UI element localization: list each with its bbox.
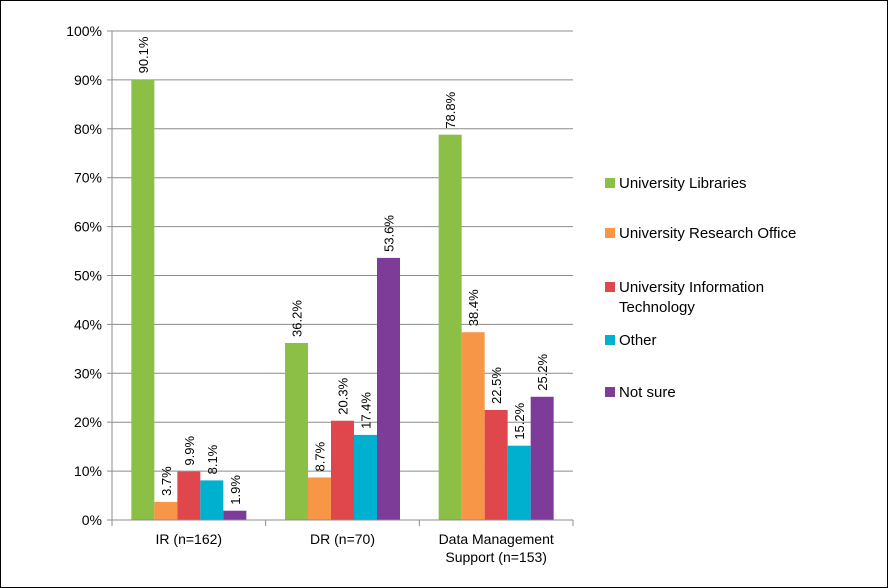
x-category-label: DR (n=70) <box>310 531 375 547</box>
y-tick-label: 40% <box>74 316 102 332</box>
data-label: 17.4% <box>359 392 374 429</box>
legend-swatch <box>605 387 615 397</box>
legend-label: University Libraries <box>619 175 747 192</box>
legend-swatch <box>605 178 615 188</box>
bar <box>131 79 155 520</box>
bar <box>331 420 354 520</box>
data-label: 15.2% <box>512 402 527 439</box>
data-labels: 90.1% 3.7% 9.9% 8.1% 1.9% 36.2% 8.7% 20.3% 17.4%… <box>136 36 550 505</box>
legend: University Libraries University Research … <box>605 175 796 401</box>
y-tick-label: 70% <box>74 170 102 186</box>
data-label: 90.1% <box>136 36 151 73</box>
data-label: 53.6% <box>382 215 397 252</box>
gridlines <box>112 30 573 472</box>
data-label: 36.2% <box>290 300 305 337</box>
bar <box>285 342 308 520</box>
bar <box>354 434 377 520</box>
data-label: 38.4% <box>466 289 481 326</box>
y-tick-label: 20% <box>74 414 102 430</box>
data-label: 1.9% <box>228 475 243 505</box>
bar <box>377 257 400 520</box>
bar <box>461 332 485 520</box>
bar <box>438 134 462 520</box>
y-tick-label: 90% <box>74 72 102 88</box>
legend-swatch <box>605 228 615 238</box>
legend-label: Not sure <box>619 384 676 401</box>
data-label: 22.5% <box>489 367 504 404</box>
data-label: 9.9% <box>182 436 197 466</box>
y-tick-label: 60% <box>74 219 102 235</box>
legend-label: University Information Technology <box>619 279 764 316</box>
y-tick-label: 30% <box>74 365 102 381</box>
y-tick-label: 100% <box>66 23 102 39</box>
y-tick-label: 80% <box>74 121 102 137</box>
axes: 0% 10% 20% 30% 40% 50% 60% 70% 80% 90% 100% IR (n=1… <box>66 23 574 565</box>
data-label: 20.3% <box>336 377 351 414</box>
x-category-label: IR (n=162) <box>156 531 223 547</box>
x-category-label: Data Management Support (n=153) <box>439 531 554 565</box>
bar <box>484 409 508 520</box>
bar <box>223 510 247 520</box>
legend-label: Other <box>619 332 657 349</box>
y-tick-label: 50% <box>74 268 102 284</box>
bar <box>177 471 201 520</box>
y-tick-label: 10% <box>74 463 102 479</box>
bar <box>200 480 224 520</box>
bars <box>131 79 554 520</box>
data-label: 78.8% <box>443 91 458 128</box>
legend-swatch <box>605 282 615 292</box>
bar <box>308 477 331 520</box>
y-tick-label: 0% <box>82 512 102 528</box>
bar <box>154 501 178 520</box>
data-label: 25.2% <box>535 353 550 390</box>
bar <box>507 445 531 520</box>
data-label: 8.7% <box>313 441 328 471</box>
legend-swatch <box>605 335 615 345</box>
bar <box>530 396 554 520</box>
data-label: 8.1% <box>205 444 220 474</box>
legend-label: University Research Office <box>619 225 796 242</box>
data-label: 3.7% <box>159 466 174 496</box>
